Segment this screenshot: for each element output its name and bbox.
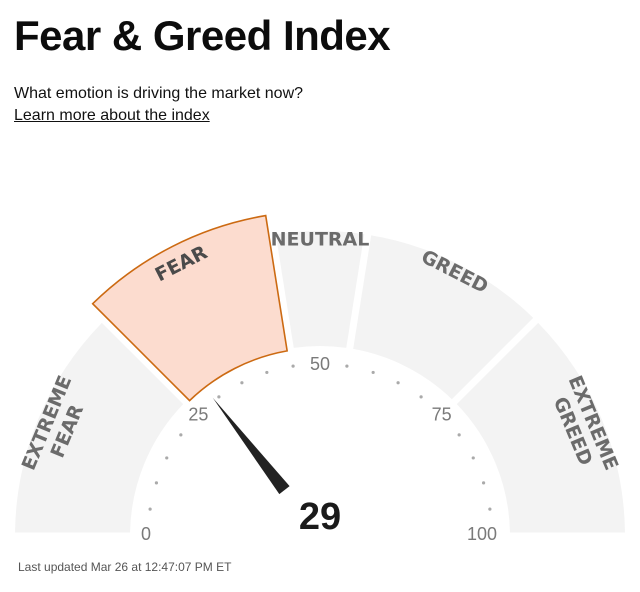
- gauge-scale-dot: [265, 370, 269, 375]
- gauge-segment-extreme-fear-shape: [15, 322, 184, 533]
- gauge-segment-neutral-shape: [275, 231, 365, 348]
- page-title: Fear & Greed Index: [14, 12, 391, 59]
- gauge-scale-dot: [240, 381, 244, 385]
- gauge-scale-dot: [154, 481, 159, 485]
- gauge-scale-dots: [148, 364, 492, 511]
- gauge-segment-extreme-greed-shape: [456, 322, 625, 533]
- gauge-needle-group: 29: [212, 397, 382, 592]
- gauge-value: 29: [299, 496, 341, 538]
- gauge-scale-label-25: 25: [188, 404, 208, 424]
- gauge-scale-label-0: 0: [141, 524, 151, 544]
- gauge-scale-labels: 0 25 50 75 100: [141, 354, 497, 544]
- gauge-scale-dot: [179, 433, 183, 437]
- gauge-scale-label-100: 100: [467, 524, 497, 544]
- gauge-scale-dot: [291, 364, 295, 368]
- learn-more-link[interactable]: Learn more about the index: [14, 107, 210, 124]
- gauge-scale-dot: [148, 507, 152, 511]
- gauge-needle: [212, 397, 290, 495]
- gauge-segment-label-line: NEUTRAL: [271, 229, 370, 251]
- page-subtitle: What emotion is driving the market now?: [14, 85, 304, 102]
- gauge-scale-label-75: 75: [432, 404, 452, 424]
- gauge-scale-dot: [488, 507, 492, 511]
- gauge-scale-dot: [471, 456, 475, 460]
- gauge-scale-label-50: 50: [310, 354, 330, 374]
- gauge-scale-dot: [371, 370, 375, 375]
- gauge-scale-dot: [345, 364, 349, 368]
- last-updated-text: Last updated Mar 26 at 12:47:07 PM ET: [18, 560, 232, 574]
- gauge-scale-dot: [419, 395, 423, 399]
- gauge-scale-dot: [165, 456, 169, 460]
- gauge-segment-fear-shape: [91, 214, 289, 402]
- gauge-center-disc: [258, 474, 382, 592]
- gauge-segment-neutral: NEUTRAL: [271, 229, 370, 348]
- gauge-scale-dot: [396, 381, 400, 385]
- gauge-scale-dot: [481, 481, 486, 485]
- gauge-segment-greed-shape: [353, 235, 534, 400]
- gauge-scale-dot: [457, 433, 461, 437]
- gauge-scale-dot: [217, 395, 221, 399]
- gauge-segment-neutral-label: NEUTRAL: [271, 229, 370, 251]
